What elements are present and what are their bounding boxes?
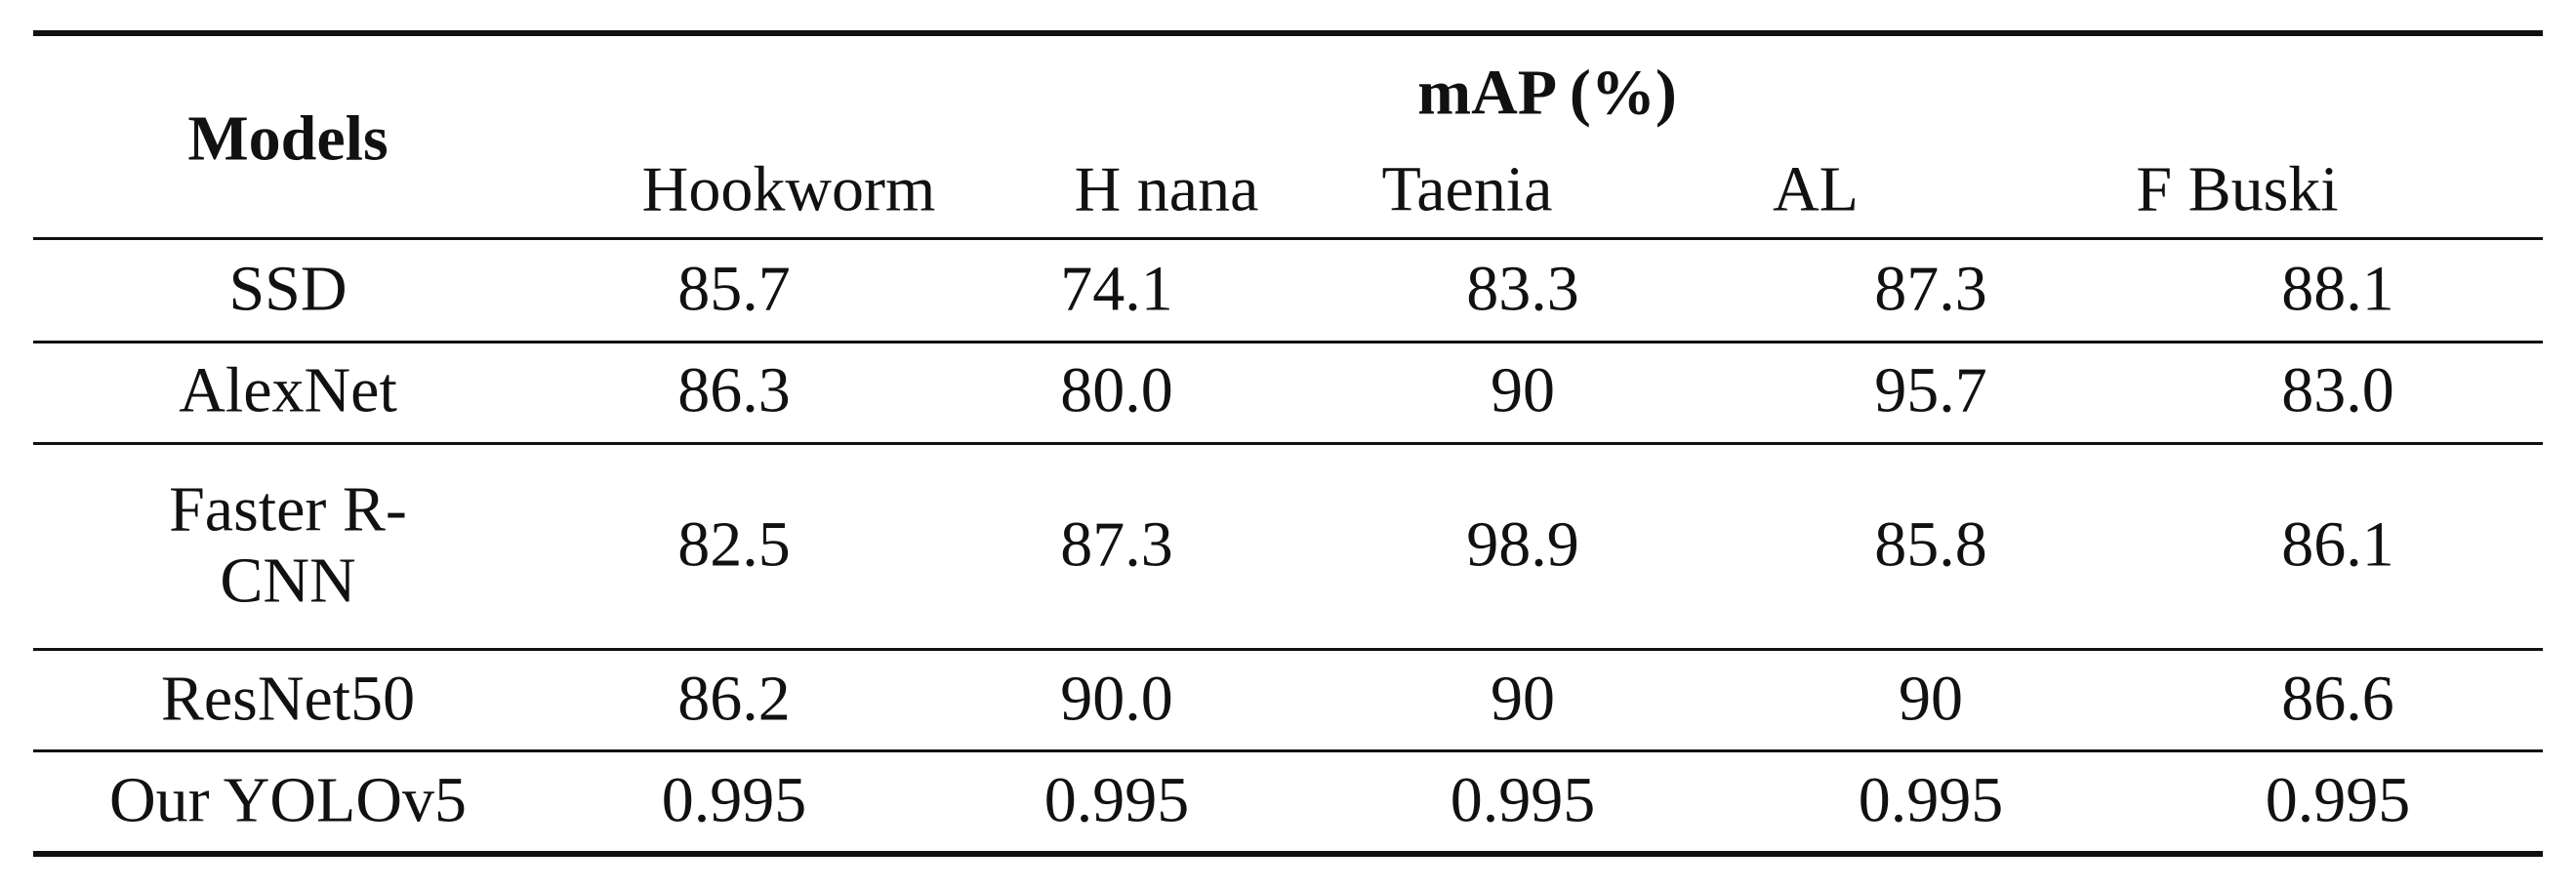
cell: 95.7	[1874, 354, 1987, 426]
cell: 88.1	[2281, 253, 2394, 325]
row-label: Faster R-CNN	[169, 473, 407, 616]
cell: 86.3	[677, 354, 791, 426]
cell: 0.995	[1858, 764, 2004, 836]
cell: 87.3	[1874, 253, 1987, 325]
row-rule	[33, 341, 2543, 343]
cell: 0.995	[2265, 764, 2411, 836]
cell: 90	[1899, 663, 1963, 735]
header-cell: F Buski	[2136, 153, 2339, 225]
cell: 87.3	[1060, 508, 1173, 581]
row-label: ResNet50	[160, 663, 416, 735]
header-cell: Models	[187, 102, 388, 175]
cell: 90.0	[1060, 663, 1173, 735]
cell: 86.2	[677, 663, 791, 735]
row-label: SSD	[228, 253, 348, 325]
cell: 90	[1491, 354, 1555, 426]
header-rule	[33, 237, 2543, 240]
cell: 74.1	[1060, 253, 1173, 325]
header-cell: Taenia	[1381, 153, 1553, 225]
cell: 80.0	[1060, 354, 1173, 426]
cell: 85.8	[1874, 508, 1987, 581]
cell: 0.995	[1043, 764, 1190, 836]
cell: 83.3	[1466, 253, 1579, 325]
cell: 0.995	[661, 764, 807, 836]
row-label: Our YOLOv5	[109, 764, 467, 836]
cell: 90	[1491, 663, 1555, 735]
row-rule	[33, 749, 2543, 752]
row-rule	[33, 648, 2543, 651]
header-cell: AL	[1773, 153, 1859, 225]
header-cell: Hookworm	[641, 153, 936, 225]
cell: 98.9	[1466, 508, 1579, 581]
row-rule	[33, 442, 2543, 445]
cell: 86.1	[2281, 508, 2394, 581]
cell: 0.995	[1450, 764, 1596, 836]
row-label: AlexNet	[179, 354, 397, 426]
header-cell: H nana	[1074, 153, 1259, 225]
cell: 82.5	[677, 508, 791, 581]
bottom-rule	[33, 851, 2543, 857]
top-rule	[33, 30, 2543, 36]
cell: 86.6	[2281, 663, 2394, 735]
cell: 83.0	[2281, 354, 2394, 426]
header-group: mAP (%)	[1417, 57, 1677, 129]
cell: 85.7	[677, 253, 791, 325]
